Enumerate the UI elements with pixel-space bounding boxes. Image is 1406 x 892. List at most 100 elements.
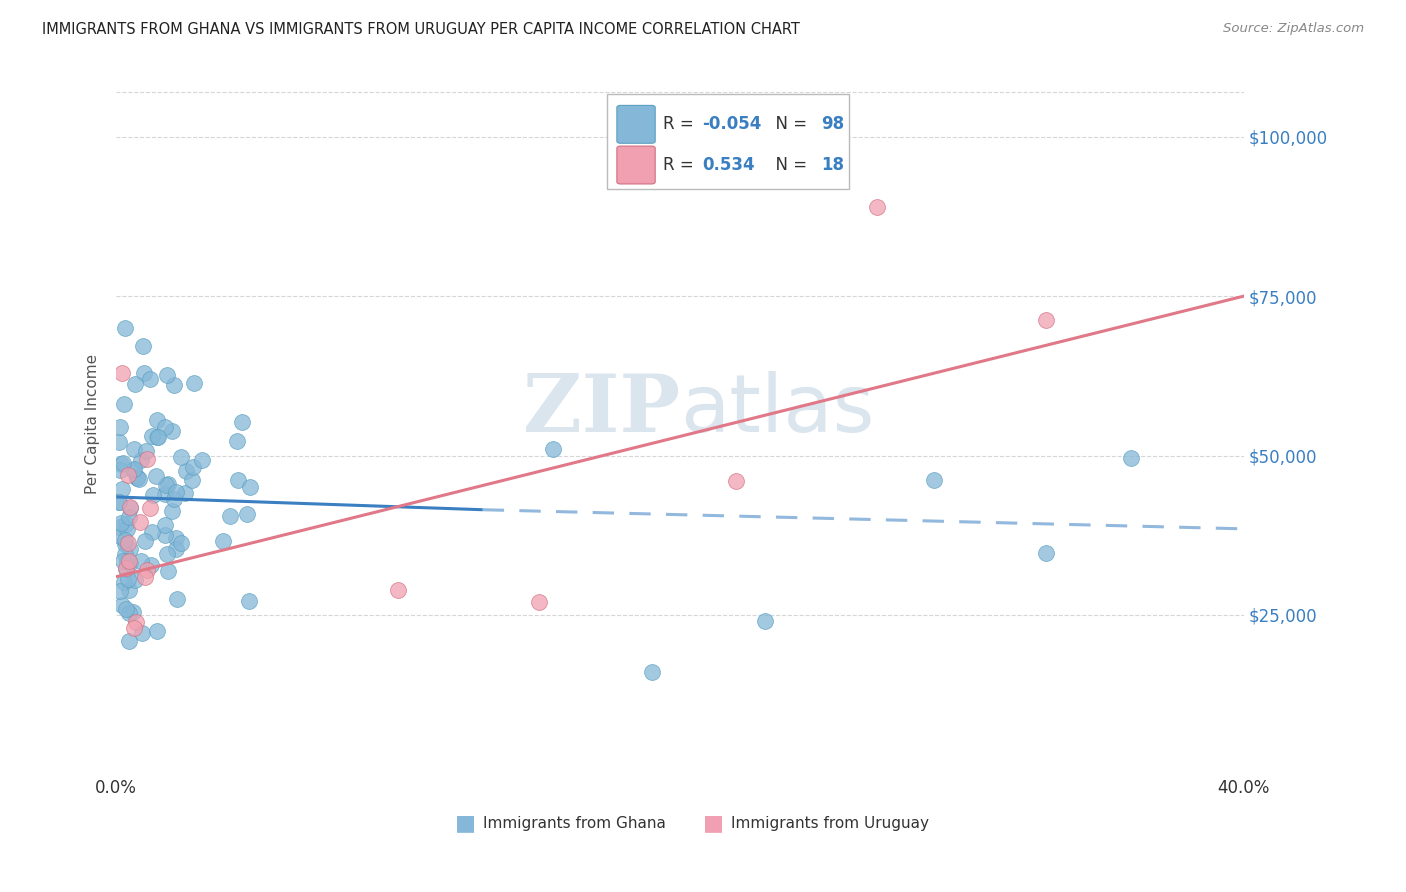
Point (122, 605, 145, 619)
Text: atlas: atlas (681, 370, 875, 449)
Point (155, 487, 177, 501)
Point (117, 467, 139, 482)
Point (117, 535, 139, 549)
Point (120, 556, 142, 570)
Point (211, 533, 233, 548)
Point (118, 554, 141, 568)
Point (135, 452, 157, 467)
Point (118, 510, 141, 524)
Point (131, 452, 153, 467)
Point (108, 583, 131, 598)
Point (112, 456, 135, 470)
Point (163, 378, 186, 392)
Point (108, 463, 131, 477)
Point (108, 435, 131, 450)
Point (1035, 313, 1057, 327)
Point (170, 535, 193, 549)
Point (156, 564, 179, 578)
Point (866, 200, 889, 214)
Point (181, 473, 204, 487)
Point (165, 541, 187, 556)
Text: -0.054: -0.054 (703, 115, 762, 133)
Point (131, 625, 153, 640)
Point (174, 486, 197, 500)
Point (219, 509, 242, 524)
Point (235, 507, 257, 521)
Point (238, 593, 260, 607)
Point (166, 592, 188, 607)
Point (114, 396, 136, 410)
Point (145, 468, 167, 483)
Point (122, 463, 145, 477)
Point (111, 598, 134, 612)
Text: ■: ■ (703, 814, 724, 833)
Point (114, 547, 136, 561)
Point (156, 368, 179, 382)
Point (114, 601, 136, 615)
Point (134, 533, 156, 548)
Point (108, 495, 131, 509)
Point (226, 434, 249, 448)
Point (110, 457, 132, 471)
Point (114, 533, 136, 547)
Point (141, 429, 163, 443)
Point (108, 520, 131, 534)
FancyBboxPatch shape (607, 94, 849, 189)
Point (139, 372, 162, 386)
Point (120, 500, 142, 514)
Point (527, 595, 550, 609)
Point (156, 477, 179, 491)
Point (125, 471, 148, 485)
Text: R =: R = (664, 156, 699, 174)
Point (1119, 450, 1142, 465)
Point (641, 665, 664, 680)
Text: N =: N = (765, 115, 811, 133)
Point (122, 621, 145, 635)
Point (165, 484, 187, 499)
Point (139, 558, 162, 573)
Point (231, 415, 253, 429)
Point (239, 480, 262, 494)
Point (153, 420, 176, 434)
Point (120, 500, 142, 515)
Point (111, 366, 134, 380)
Point (183, 376, 205, 391)
Point (155, 478, 177, 492)
Point (141, 488, 163, 502)
Point (111, 482, 134, 496)
Point (387, 583, 409, 598)
Text: ■: ■ (454, 814, 475, 833)
Point (112, 575, 135, 590)
Point (114, 536, 136, 550)
Point (110, 528, 132, 542)
Point (118, 606, 141, 620)
Point (117, 572, 139, 586)
Point (228, 474, 250, 488)
Point (124, 442, 146, 457)
Point (135, 564, 157, 578)
Point (118, 583, 141, 598)
Point (110, 516, 132, 530)
Point (153, 517, 176, 532)
Point (115, 562, 138, 576)
Text: N =: N = (765, 156, 811, 174)
Point (141, 524, 163, 539)
Point (146, 430, 169, 444)
Text: Immigrants from Uruguay: Immigrants from Uruguay (731, 816, 929, 831)
Point (145, 624, 167, 638)
FancyBboxPatch shape (617, 146, 655, 184)
Point (160, 424, 183, 438)
Point (725, 474, 748, 488)
Point (125, 615, 148, 629)
Point (132, 339, 155, 353)
Point (128, 515, 150, 529)
Point (117, 522, 139, 536)
Text: R =: R = (664, 115, 699, 133)
FancyBboxPatch shape (617, 105, 655, 144)
Point (124, 376, 146, 391)
Text: 98: 98 (821, 115, 844, 133)
Point (191, 452, 214, 467)
Point (108, 495, 131, 509)
Point (118, 542, 141, 557)
Point (115, 554, 138, 568)
